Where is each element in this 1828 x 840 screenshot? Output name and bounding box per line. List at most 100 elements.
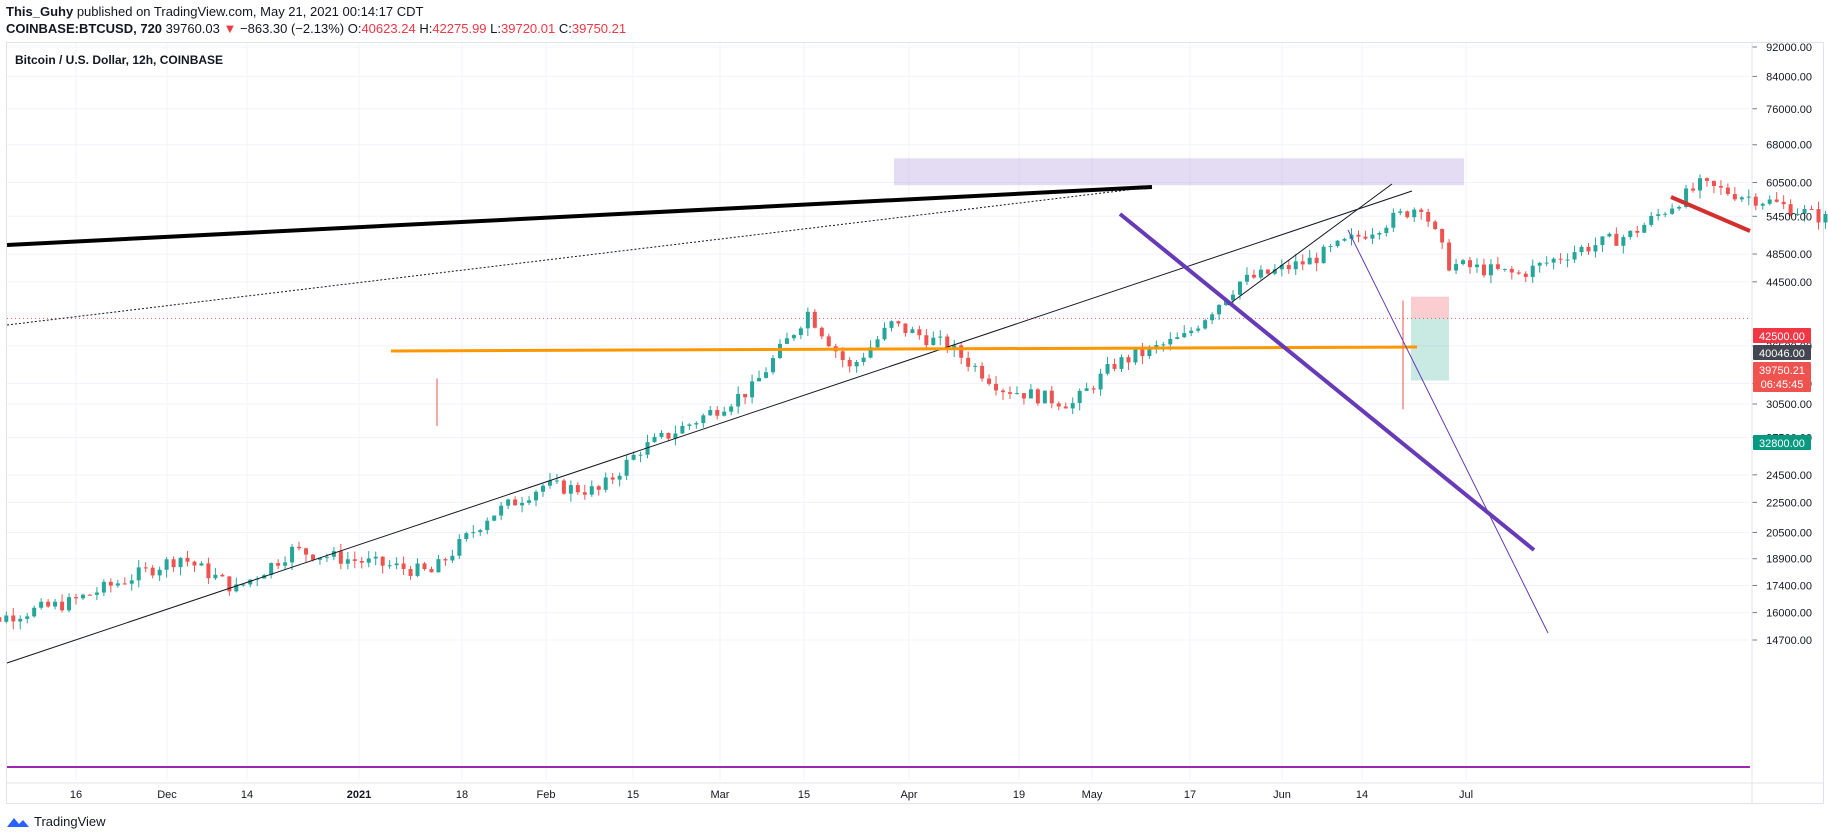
candle-body — [513, 499, 518, 506]
candle-body — [610, 477, 615, 480]
published-text: published on TradingView.com, May 21, 20… — [76, 4, 424, 19]
candle-body — [1635, 230, 1640, 233]
target-zone — [1411, 318, 1449, 381]
candle-body — [938, 336, 943, 338]
candle-body — [1251, 274, 1256, 278]
candle-body — [980, 365, 985, 379]
candle-body — [1607, 233, 1612, 237]
candle-body — [67, 597, 72, 611]
candle-body — [352, 559, 357, 561]
candle-body — [554, 480, 559, 482]
down-arrow-icon: ▼ — [223, 21, 237, 36]
price-tag-countdown: 06:45:45 — [1761, 379, 1804, 391]
candles — [0, 174, 1828, 630]
candle-body — [380, 556, 385, 566]
open-value: 40623.24 — [361, 21, 416, 36]
candle-body — [1468, 260, 1472, 268]
candle-body — [743, 393, 748, 398]
resistance-zone — [894, 158, 1464, 186]
candle-body — [1572, 252, 1577, 260]
candle-body — [540, 485, 545, 492]
candle-body — [1454, 264, 1459, 271]
candle-body — [729, 406, 734, 412]
author-name[interactable]: This_Guhy — [6, 4, 74, 19]
x-tick-label: 2021 — [347, 789, 371, 801]
candle-body — [1342, 238, 1347, 241]
candle-body — [429, 569, 434, 573]
price-tag — [1753, 435, 1811, 450]
candle-body — [1809, 208, 1814, 210]
wedge-upper-line — [1227, 183, 1393, 306]
purple-down-channel — [1118, 212, 1536, 552]
candle-body — [1035, 389, 1040, 404]
x-tick-label: 14 — [241, 789, 253, 801]
candle-body — [276, 563, 281, 566]
price-tag-label: 42500.00 — [1759, 331, 1805, 343]
candle-body — [32, 607, 37, 617]
candle-body — [791, 335, 796, 339]
price-tag — [1753, 362, 1811, 392]
candle-body — [1537, 262, 1542, 266]
candle-body — [1224, 300, 1229, 305]
candle-body — [1133, 349, 1138, 363]
candle-body — [1370, 234, 1375, 239]
candle-body — [1314, 257, 1319, 264]
x-tick-label: 15 — [798, 789, 810, 801]
candle-body — [757, 377, 762, 382]
candle-body — [18, 618, 23, 622]
candle-body — [1753, 196, 1758, 206]
candle-body — [1474, 264, 1479, 268]
footer-brand[interactable]: TradingView — [34, 814, 106, 829]
candle-body — [1001, 390, 1006, 393]
candle-body — [1105, 364, 1110, 374]
candle-body — [1691, 188, 1696, 191]
candle-body — [53, 601, 58, 607]
candle-body — [1426, 211, 1431, 222]
candle-body — [101, 581, 106, 593]
candle-body — [589, 486, 594, 495]
high-value: 42275.99 — [432, 21, 487, 36]
candle-body — [1704, 178, 1709, 181]
candle-body — [1293, 261, 1298, 270]
candle-body — [819, 327, 824, 337]
candle-body — [805, 311, 810, 329]
candle-body — [1300, 261, 1305, 265]
y-tick-label: 17400.00 — [1766, 580, 1812, 592]
candle-body — [645, 442, 650, 455]
candle-body — [164, 559, 169, 570]
candle-body — [1237, 281, 1242, 295]
publisher-line: This_Guhy published on TradingView.com, … — [6, 4, 423, 19]
y-tick-label: 76000.00 — [1766, 104, 1812, 116]
candle-body — [331, 551, 336, 557]
candle-body — [840, 351, 845, 361]
candle-body — [1440, 229, 1445, 243]
price-tag-label: 39750.21 — [1759, 365, 1805, 377]
candle-body — [338, 551, 343, 564]
candle-body — [1231, 294, 1236, 301]
candle-body — [708, 410, 713, 416]
candle-body — [1698, 178, 1703, 191]
candle-body — [485, 520, 490, 531]
y-tick-label: 24500.00 — [1766, 470, 1812, 482]
x-tick-label: Feb — [537, 789, 556, 801]
candle-body — [1189, 330, 1194, 334]
candle-body — [750, 381, 755, 398]
candle-body — [1070, 403, 1075, 409]
candle-body — [408, 569, 413, 576]
candle-body — [1272, 269, 1277, 274]
candle-body — [547, 480, 552, 486]
candle-body — [715, 410, 720, 416]
candle-body — [659, 432, 664, 437]
candle-body — [1593, 245, 1598, 252]
symbol-line: COINBASE:BTCUSD, 720 39760.03 ▼ −863.30 … — [6, 21, 626, 36]
candle-body — [687, 424, 692, 426]
x-tick-label: 18 — [456, 789, 468, 801]
candle-body — [1461, 260, 1466, 265]
candle-body — [812, 311, 817, 328]
last-price: 39760.03 — [165, 21, 220, 36]
low-value: 39720.01 — [501, 21, 556, 36]
candle-body — [227, 576, 232, 592]
candle-body — [185, 557, 190, 562]
candle-body — [157, 569, 162, 576]
